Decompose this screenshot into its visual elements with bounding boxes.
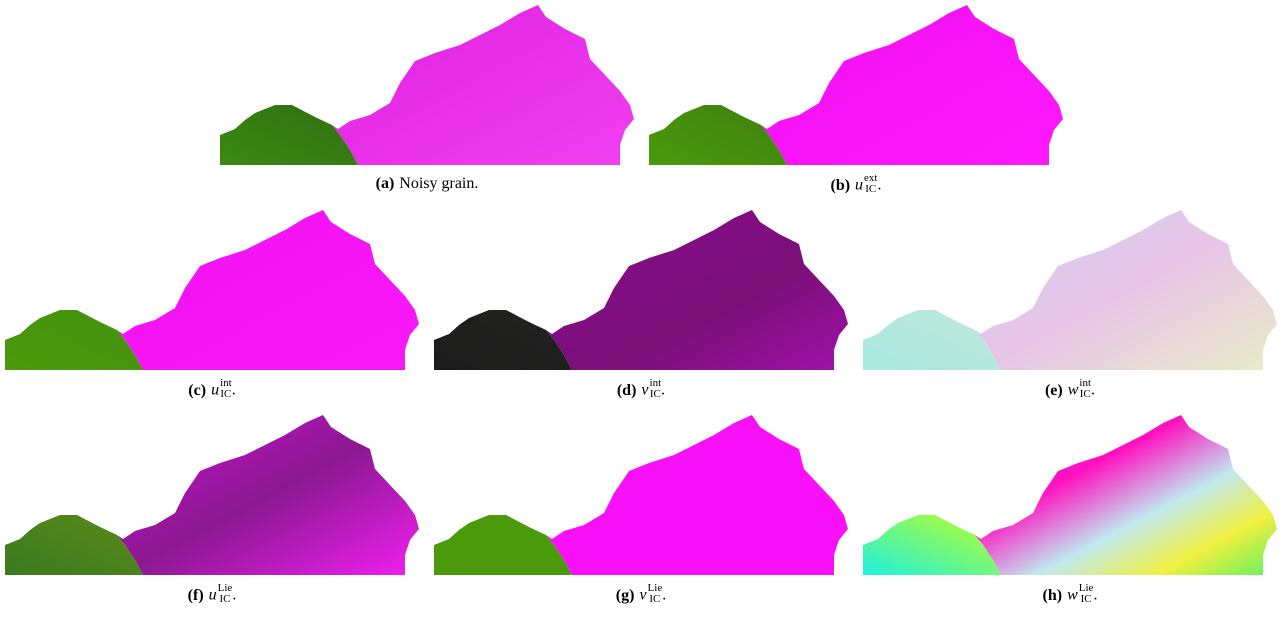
grain-region xyxy=(5,310,143,370)
caption-part: Noisy grain. xyxy=(399,175,479,192)
caption-part: int IC xyxy=(220,378,232,400)
grain-region xyxy=(863,515,1001,575)
caption-part: ext xyxy=(864,172,878,184)
grain-region xyxy=(975,210,1277,370)
subfigure-label: (c) xyxy=(188,381,207,399)
caption-part: int IC xyxy=(1079,378,1091,400)
subfigure-label: (g) xyxy=(615,586,635,604)
caption-part: ext IC xyxy=(864,173,877,195)
caption-part: w xyxy=(1067,586,1078,604)
caption-part: w xyxy=(1067,381,1079,399)
subfigure: (e) w int IC. xyxy=(863,210,1277,400)
subfigure: (d) v int IC. xyxy=(434,210,848,400)
subfigure-label: (h) xyxy=(1042,586,1063,604)
caption-part: Lie xyxy=(217,582,233,594)
grain-image xyxy=(649,5,1063,165)
caption: (h) w Lie IC. xyxy=(863,583,1277,607)
caption-part: . xyxy=(661,381,666,399)
caption-part: IC xyxy=(649,388,661,400)
caption-part: u xyxy=(211,381,220,399)
caption: (c) u int IC. xyxy=(5,378,419,402)
caption: (b) u ext IC. xyxy=(649,173,1063,197)
grain-region xyxy=(434,515,572,575)
caption: (a) Noisy grain. xyxy=(220,175,634,193)
grain-region xyxy=(975,415,1277,575)
grain-image xyxy=(220,5,634,165)
subfigure: (f) u Lie IC. xyxy=(5,415,419,605)
caption-part: . xyxy=(877,176,882,194)
subfigure-label: (a) xyxy=(375,175,395,192)
grain-region xyxy=(863,310,1001,370)
caption-part: . xyxy=(1093,586,1098,604)
caption-part: IC xyxy=(865,183,877,195)
grain-image xyxy=(434,415,848,575)
caption-part: IC xyxy=(220,388,232,400)
grain-region xyxy=(220,105,358,165)
subfigure: (h) w Lie IC. xyxy=(863,415,1277,605)
caption: (f) u Lie IC. xyxy=(5,583,419,607)
caption-part: v xyxy=(639,586,647,604)
grain-region xyxy=(761,5,1063,165)
caption-part: . xyxy=(1091,381,1096,399)
grain-region xyxy=(332,5,634,165)
subfigure-label: (e) xyxy=(1044,381,1063,399)
grain-image xyxy=(863,415,1277,575)
grain-region xyxy=(546,415,848,575)
caption-part: u xyxy=(208,586,217,604)
caption-part: Lie IC xyxy=(218,583,233,605)
caption-part: int xyxy=(1079,377,1092,389)
subfigure: (c) u int IC. xyxy=(5,210,419,400)
caption-part: IC xyxy=(1080,593,1092,605)
grain-image xyxy=(5,210,419,370)
grain-region xyxy=(434,310,572,370)
subfigure-label: (b) xyxy=(830,176,851,194)
grain-region xyxy=(117,210,419,370)
grain-region xyxy=(546,210,848,370)
caption-part: . xyxy=(232,586,237,604)
caption-part: Lie IC xyxy=(1079,583,1094,605)
caption-part: IC xyxy=(649,593,661,605)
caption-part: u xyxy=(855,176,864,194)
caption-part: IC xyxy=(219,593,231,605)
caption-part: Lie xyxy=(647,582,663,594)
caption-part: Lie xyxy=(1078,582,1094,594)
caption-part: Lie IC xyxy=(648,583,663,605)
caption-part: int xyxy=(220,377,232,389)
caption: (e) w int IC. xyxy=(863,378,1277,402)
grain-image xyxy=(434,210,848,370)
caption-part: v xyxy=(641,381,649,399)
caption-part: . xyxy=(662,586,667,604)
subfigure: (b) u ext IC. xyxy=(649,5,1063,195)
caption: (g) v Lie IC. xyxy=(434,583,848,607)
grain-image xyxy=(5,415,419,575)
subfigure-label: (d) xyxy=(616,381,637,399)
subfigure-label: (f) xyxy=(187,586,204,604)
caption-part: int xyxy=(649,377,662,389)
subfigure: (g) v Lie IC. xyxy=(434,415,848,605)
caption-part: . xyxy=(231,381,236,399)
caption-part: IC xyxy=(1079,388,1091,400)
grain-region xyxy=(117,415,419,575)
grain-image xyxy=(863,210,1277,370)
caption: (d) v int IC. xyxy=(434,378,848,402)
grain-region xyxy=(649,105,787,165)
caption-part: int IC xyxy=(650,378,662,400)
grain-region xyxy=(5,515,143,575)
subfigure: (a) Noisy grain. xyxy=(220,5,634,192)
